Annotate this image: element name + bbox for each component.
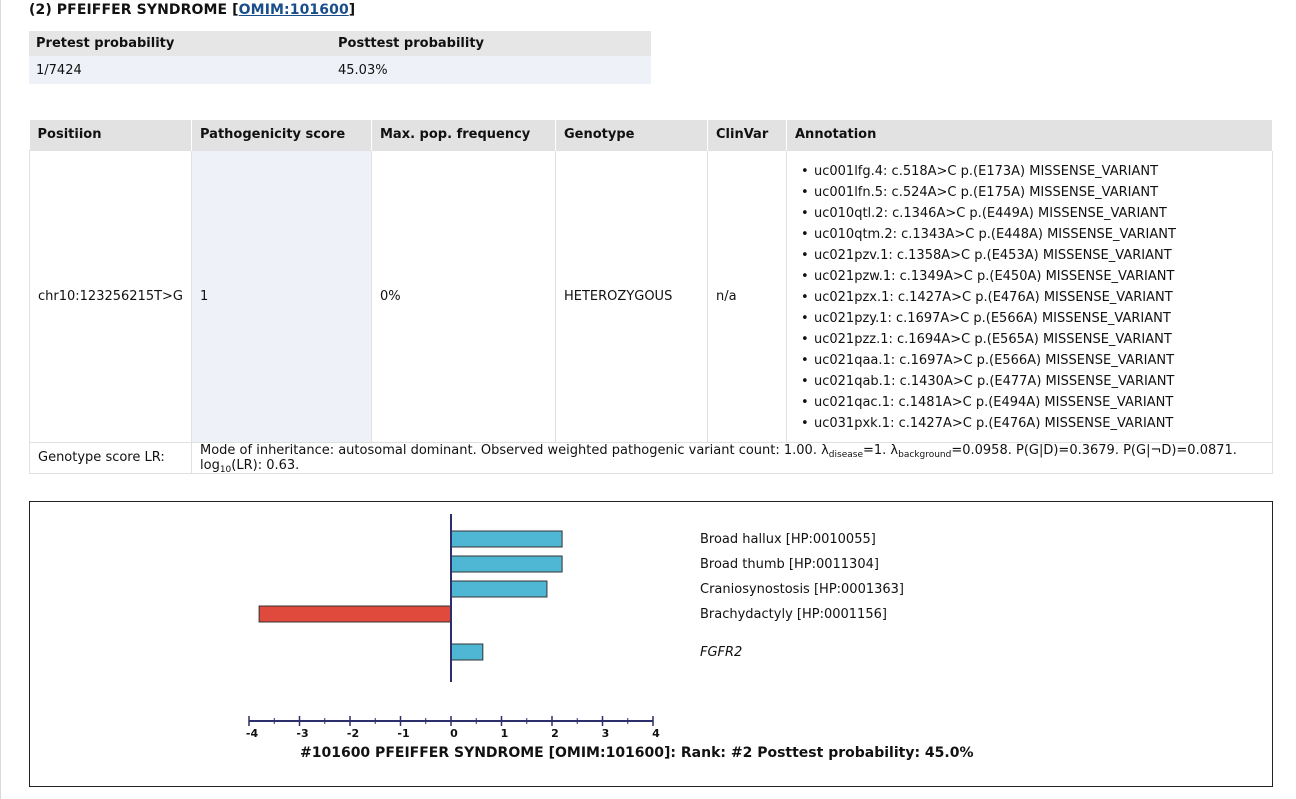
annotation-item: uc001lfn.5: c.524A>C p.(E175A) MISSENSE_… [801, 182, 1264, 203]
variant-pathogenicity: 1 [191, 149, 372, 443]
genotype-lr-text: Mode of inheritance: autosomal dominant.… [191, 441, 1273, 475]
lr-chart-svg: Broad hallux [HP:0010055] Broad thumb [HP… [246, 514, 974, 761]
chart-tick-label: -4 [246, 727, 259, 740]
posttest-header: Posttest probability [333, 31, 651, 56]
chart-title: #101600 PFEIFFER SYNDROME [OMIM:101600]:… [300, 745, 974, 761]
annotation-item: uc001lfg.4: c.518A>C p.(E173A) MISSENSE_… [801, 161, 1264, 182]
col-pathogenicity: Pathogenicity score [191, 120, 372, 150]
chart-bar [450, 643, 484, 661]
chart-category-label: Brachydactyly [HP:0001156] [700, 607, 887, 622]
annotation-item: uc021pzz.1: c.1694A>C p.(E565A) MISSENSE… [801, 329, 1264, 350]
genotype-lr-row: Genotype score LR: Mode of inheritance: … [29, 441, 1273, 475]
variant-genotype: HETEROZYGOUS [555, 149, 708, 443]
variant-position: chr10:123256215T>G [29, 149, 192, 443]
annotation-item: uc031pxk.1: c.1427A>C p.(E476A) MISSENSE… [801, 413, 1264, 434]
variant-clinvar: n/a [707, 149, 787, 443]
col-annotation: Annotation [786, 120, 1273, 150]
genotype-lr-label: Genotype score LR: [29, 441, 192, 474]
chart-tick-label: 1 [501, 727, 509, 740]
annotation-item: uc010qtm.2: c.1343A>C p.(E448A) MISSENSE… [801, 224, 1264, 245]
annotation-item: uc021pzw.1: c.1349A>C p.(E450A) MISSENSE… [801, 266, 1264, 287]
col-genotype: Genotype [555, 120, 708, 150]
chart-tick-label: -2 [347, 727, 359, 740]
annotation-item: uc021pzx.1: c.1427A>C p.(E476A) MISSENSE… [801, 287, 1264, 308]
variant-annotation: uc001lfg.4: c.518A>C p.(E173A) MISSENSE_… [786, 149, 1273, 443]
lr-text-part: (LR): 0.63. [231, 457, 300, 473]
chart-tick-label: 2 [551, 727, 559, 740]
chart-bar [450, 580, 548, 598]
variant-table: Positiion Pathogenicity score Max. pop. … [29, 120, 1273, 474]
chart-bar [450, 555, 563, 573]
lr-sub-background: background [898, 449, 952, 460]
posttest-value: 45.03% [333, 56, 651, 84]
annotation-item: uc021pzy.1: c.1697A>C p.(E566A) MISSENSE… [801, 308, 1264, 329]
lr-sub-disease: disease [828, 449, 863, 460]
col-max-pop-freq: Max. pop. frequency [371, 120, 556, 150]
chart-tick-label: 3 [602, 727, 610, 740]
variant-row: chr10:123256215T>G 1 0% HETEROZYGOUS n/a… [29, 149, 1273, 443]
chart-tick-label: 4 [652, 727, 660, 740]
likelihood-ratio-chart: Broad hallux [HP:0010055] Broad thumb [HP… [29, 501, 1273, 787]
omim-link[interactable]: OMIM:101600 [238, 2, 349, 18]
chart-bar [258, 605, 452, 623]
annotation-list: uc001lfg.4: c.518A>C p.(E173A) MISSENSE_… [795, 151, 1264, 442]
lr-text-part: Mode of inheritance: autosomal dominant.… [200, 442, 829, 458]
chart-category-label: FGFR2 [700, 645, 742, 660]
chart-bar [450, 530, 563, 548]
chart-tick-label: -1 [397, 727, 409, 740]
chart-category-label: Broad thumb [HP:0011304] [700, 557, 879, 572]
col-clinvar: ClinVar [707, 120, 787, 150]
annotation-item: uc021qac.1: c.1481A>C p.(E494A) MISSENSE… [801, 392, 1264, 413]
disease-heading: (2) PFEIFFER SYNDROME [OMIM:101600] [29, 2, 355, 18]
annotation-item: uc021qaa.1: c.1697A>C p.(E566A) MISSENSE… [801, 350, 1264, 371]
col-position: Positiion [29, 120, 192, 150]
annotation-item: uc021qab.1: c.1430A>C p.(E477A) MISSENSE… [801, 371, 1264, 392]
page-left-border [0, 0, 1, 799]
annotation-item: uc010qtl.2: c.1346A>C p.(E449A) MISSENSE… [801, 203, 1264, 224]
probability-table: Pretest probability Posttest probability… [29, 31, 651, 84]
pretest-value: 1/7424 [29, 56, 333, 84]
lr-text-part: =1. λ [862, 442, 899, 458]
chart-tick-label: -3 [296, 727, 308, 740]
variant-max-pop-freq: 0% [371, 149, 556, 443]
heading-suffix: ] [348, 2, 356, 18]
chart-tick-label: 0 [450, 727, 458, 740]
heading-prefix: (2) PFEIFFER SYNDROME [ [29, 2, 239, 18]
lr-text-part: =0.0958. P(G|D)=0.3679. P(G|¬D)=0.0871. … [200, 442, 1237, 473]
variant-table-header: Positiion Pathogenicity score Max. pop. … [29, 120, 1273, 150]
annotation-item: uc021pzv.1: c.1358A>C p.(E453A) MISSENSE… [801, 245, 1264, 266]
chart-category-label: Broad hallux [HP:0010055] [700, 532, 876, 547]
pretest-header: Pretest probability [29, 31, 333, 56]
chart-category-label: Craniosynostosis [HP:0001363] [700, 582, 904, 597]
lr-sub-log-base: 10 [219, 464, 232, 475]
